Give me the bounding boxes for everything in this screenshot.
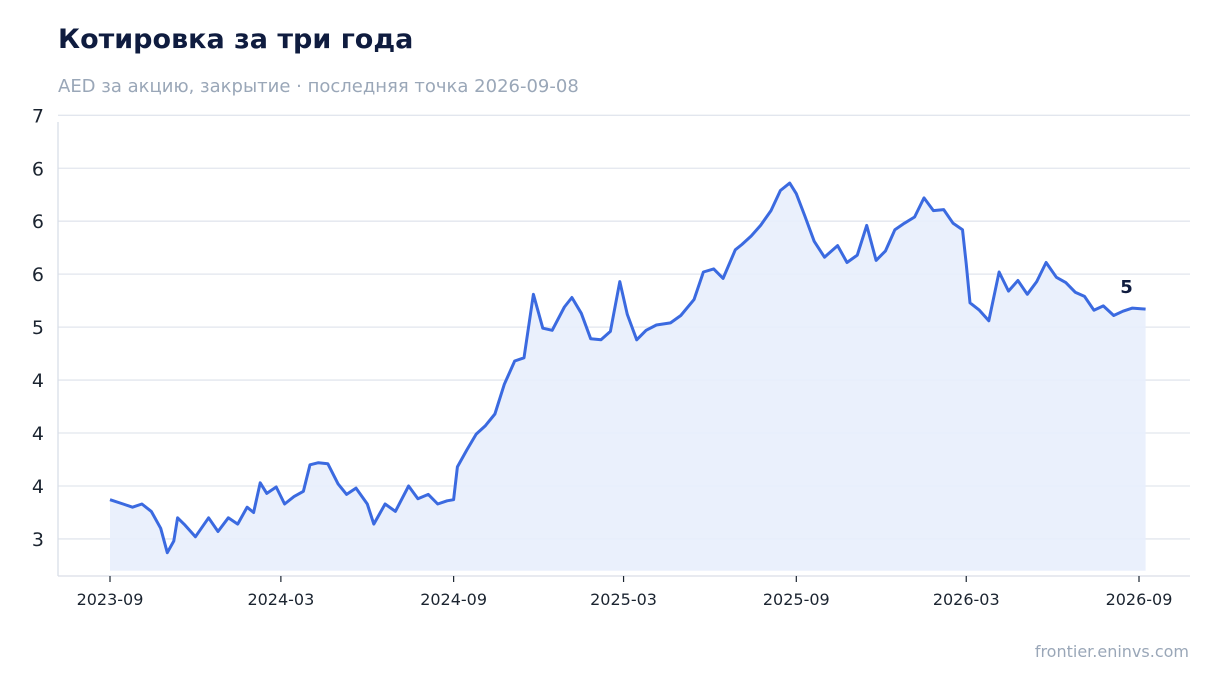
series-line [109, 181, 1146, 555]
x-tick-label-2: 2024-09 [420, 590, 487, 609]
y-tick-label-1: 4 [32, 476, 44, 498]
series-area [110, 183, 1146, 571]
source-footer: frontier.eninvs.com [1034, 642, 1189, 661]
y-tick-label-6: 6 [32, 211, 44, 233]
x-tick-label-1: 2024-03 [247, 590, 314, 609]
x-tick-label-0: 2023-09 [77, 590, 144, 609]
page-subtitle: AED за акцию, закрытие · последняя точка… [58, 76, 579, 97]
x-tick-label-6: 2026-09 [1106, 590, 1173, 609]
page-title: Котировка за три года [58, 24, 414, 55]
y-tick-label-5: 6 [32, 264, 44, 286]
x-tick-label-5: 2026-03 [933, 590, 1000, 609]
last-value-label: 5 [1120, 277, 1133, 298]
y-tick-label-4: 5 [32, 317, 44, 339]
y-tick-label-7: 6 [32, 158, 44, 180]
y-tick-label-2: 4 [32, 423, 44, 445]
y-tick-label-0: 3 [32, 529, 44, 551]
x-tick-label-3: 2025-03 [590, 590, 657, 609]
y-tick-label-8: 7 [32, 105, 44, 127]
x-tick-label-4: 2025-09 [763, 590, 830, 609]
y-tick-label-3: 4 [32, 370, 44, 392]
